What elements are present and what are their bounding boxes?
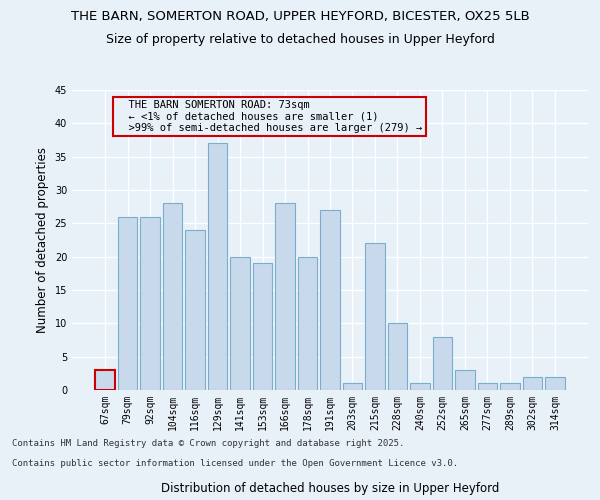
Bar — [500, 384, 520, 390]
Bar — [208, 144, 227, 390]
Bar — [343, 384, 362, 390]
Bar — [253, 264, 272, 390]
Bar — [433, 336, 452, 390]
Text: THE BARN, SOMERTON ROAD, UPPER HEYFORD, BICESTER, OX25 5LB: THE BARN, SOMERTON ROAD, UPPER HEYFORD, … — [71, 10, 529, 23]
Bar — [298, 256, 317, 390]
Bar — [478, 384, 497, 390]
Bar — [365, 244, 385, 390]
Bar — [320, 210, 340, 390]
Bar — [388, 324, 407, 390]
Bar — [275, 204, 295, 390]
Text: Size of property relative to detached houses in Upper Heyford: Size of property relative to detached ho… — [106, 32, 494, 46]
Bar — [410, 384, 430, 390]
Bar — [230, 256, 250, 390]
Bar — [118, 216, 137, 390]
Bar — [95, 370, 115, 390]
Text: Contains public sector information licensed under the Open Government Licence v3: Contains public sector information licen… — [12, 458, 458, 468]
Bar — [523, 376, 542, 390]
Bar — [140, 216, 160, 390]
Bar — [455, 370, 475, 390]
Text: Distribution of detached houses by size in Upper Heyford: Distribution of detached houses by size … — [161, 482, 499, 495]
Text: THE BARN SOMERTON ROAD: 73sqm
  ← <1% of detached houses are smaller (1)
  >99% : THE BARN SOMERTON ROAD: 73sqm ← <1% of d… — [116, 100, 422, 133]
Y-axis label: Number of detached properties: Number of detached properties — [36, 147, 49, 333]
Text: Contains HM Land Registry data © Crown copyright and database right 2025.: Contains HM Land Registry data © Crown c… — [12, 438, 404, 448]
Bar — [185, 230, 205, 390]
Bar — [163, 204, 182, 390]
Bar — [545, 376, 565, 390]
